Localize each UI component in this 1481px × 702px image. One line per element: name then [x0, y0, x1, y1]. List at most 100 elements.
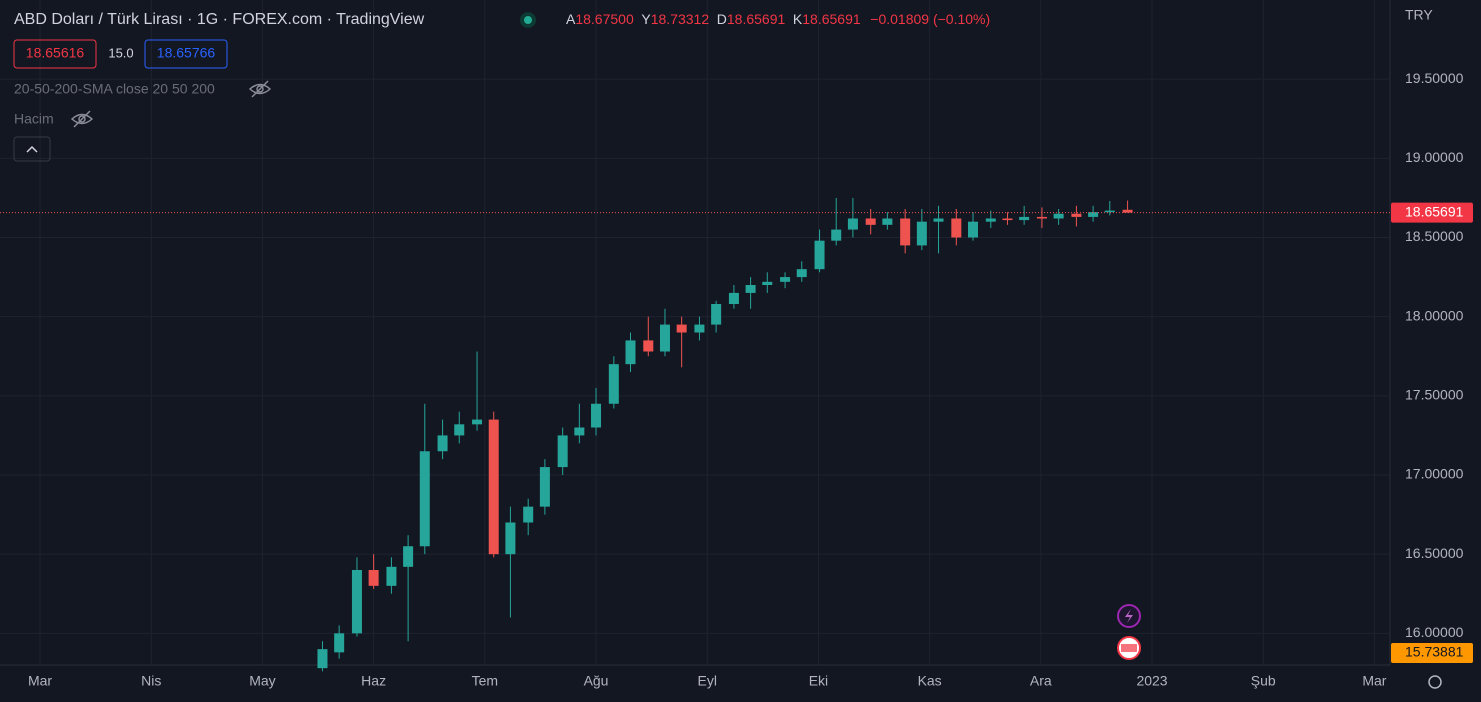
indicator-sma[interactable]: 20-50-200-SMA close 20 50 200: [14, 81, 215, 97]
marker-price-tag: [1391, 643, 1473, 663]
x-tick-label: Şub: [1251, 673, 1276, 689]
candle-body: [916, 221, 927, 246]
open-value: 18.67500: [575, 11, 634, 27]
y-tick-label: 18.50000: [1405, 228, 1464, 244]
candle-body: [454, 424, 465, 436]
candle-body: [1036, 216, 1047, 219]
last-price-tag: [1391, 202, 1473, 223]
candle-body: [437, 435, 448, 452]
candle-body: [539, 467, 550, 507]
x-tick-label: 2023: [1136, 673, 1167, 689]
candle-body: [643, 340, 654, 352]
x-tick-label: Haz: [361, 673, 386, 689]
candle-body: [574, 427, 585, 436]
hide-icon[interactable]: [248, 80, 272, 98]
x-tick-label: Ara: [1030, 673, 1052, 689]
candle-body: [591, 403, 602, 428]
candle-body: [625, 340, 636, 365]
candle-body: [1002, 218, 1013, 221]
y-tick-label: 17.50000: [1405, 387, 1464, 403]
candle-body: [1122, 209, 1133, 213]
candle-body: [694, 324, 705, 333]
change-value: −0.01809 (−0.10%): [870, 11, 990, 27]
candle-body: [1088, 212, 1099, 217]
candle-body: [659, 324, 670, 352]
y-tick-label: 17.00000: [1405, 466, 1464, 482]
candle-body: [951, 218, 962, 238]
x-tick-label: Mar: [1362, 673, 1386, 689]
high-value: 18.73312: [651, 11, 710, 27]
candle-body: [472, 419, 483, 425]
candle-body: [386, 566, 397, 586]
low-value: 18.65691: [727, 11, 786, 27]
x-tick-label: Eki: [809, 673, 828, 689]
low-key: D: [717, 11, 727, 27]
candle-body: [985, 218, 996, 222]
collapse-button[interactable]: [13, 136, 51, 162]
spread: 15.0: [108, 45, 133, 60]
x-tick-label: Kas: [918, 673, 942, 689]
currency-label[interactable]: TRY: [1405, 7, 1433, 23]
candle-body: [1071, 213, 1082, 217]
ohlc-legend: A18.67500 Y18.73312 D18.65691 K18.65691 …: [566, 11, 990, 27]
candles: [317, 197, 1133, 672]
candle-body: [317, 649, 328, 669]
flag-stripes: [1121, 644, 1137, 652]
x-tick-label: May: [249, 673, 275, 689]
status-dot: [524, 16, 532, 24]
y-tick-label: 19.50000: [1405, 70, 1464, 86]
candle-body: [728, 292, 739, 304]
close-value: 18.65691: [802, 11, 861, 27]
candle-body: [523, 506, 534, 523]
bid[interactable]: 18.65616: [26, 45, 85, 61]
candle-body: [608, 364, 619, 404]
candle-body: [505, 522, 516, 555]
x-tick-label: Tem: [472, 673, 498, 689]
candle-body: [419, 451, 430, 547]
indicator-volume[interactable]: Hacim: [14, 111, 54, 127]
candle-body: [1053, 213, 1064, 219]
candle-body: [900, 218, 911, 246]
candle-body: [557, 435, 568, 468]
bid-box[interactable]: [13, 39, 97, 69]
last-price-label: 18.65691: [1405, 203, 1464, 219]
candle-body: [403, 546, 414, 567]
candle-body: [933, 218, 944, 222]
y-tick-label: 16.50000: [1405, 545, 1464, 561]
ask-box[interactable]: [144, 39, 228, 69]
candle-body: [865, 218, 876, 225]
candle-body: [762, 281, 773, 285]
y-tick-label: 19.00000: [1405, 149, 1464, 165]
candle-body: [745, 285, 756, 293]
high-key: Y: [641, 11, 651, 27]
candle-body: [968, 221, 978, 238]
candle-body: [780, 277, 791, 282]
x-tick-label: Eyl: [698, 673, 717, 689]
marker-price-label: 15.73881: [1405, 644, 1464, 660]
open-key: A: [566, 11, 576, 27]
candle-body: [368, 570, 379, 586]
candle-body: [831, 229, 842, 241]
x-tick-label: Nis: [141, 673, 161, 689]
chart-title: ABD Doları / Türk Lirası · 1G · FOREX.co…: [14, 11, 425, 28]
hide-icon[interactable]: [70, 110, 94, 128]
x-tick-label: Ağu: [584, 673, 609, 689]
candle-body: [814, 240, 825, 270]
event-icon-bolt: [1125, 609, 1133, 623]
collapse-icon[interactable]: [26, 145, 38, 153]
candle-body: [334, 633, 345, 653]
candle-body: [796, 269, 807, 278]
candle-body: [351, 570, 362, 634]
candle-body: [676, 324, 687, 333]
x-tick-label: Mar: [28, 673, 52, 689]
candle-body: [882, 218, 893, 225]
candle-body: [488, 419, 499, 555]
candle-body: [1019, 216, 1030, 221]
y-tick-label: 16.00000: [1405, 624, 1464, 640]
y-tick-label: 18.00000: [1405, 307, 1464, 323]
settings-icon[interactable]: [1428, 675, 1442, 689]
ask[interactable]: 18.65766: [157, 45, 216, 61]
close-key: K: [793, 11, 803, 27]
